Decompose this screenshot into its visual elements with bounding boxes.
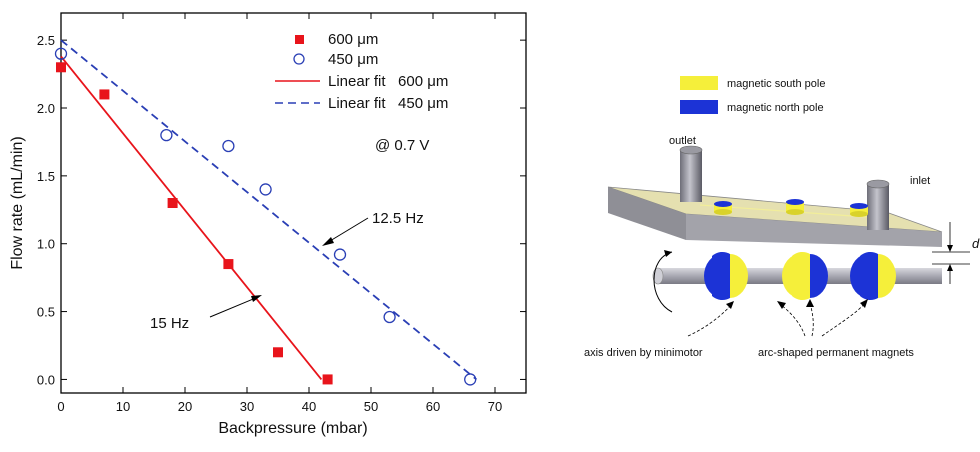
magnet-arrow-1-head [777, 301, 786, 309]
magnet-arrow-3 [821, 301, 867, 337]
outlet-tube [680, 150, 702, 202]
chart-svg: 0.0 0.5 1.0 1.5 2.0 2.5 0 10 20 30 40 50 60 70 600 μ… [9, 12, 527, 437]
fit-line-1 [60, 39, 477, 381]
flow-rate-chart: 0.0 0.5 1.0 1.5 2.0 2.5 0 10 20 30 40 50 60 70 600 μ… [9, 12, 527, 437]
rotation-arrow-head [664, 250, 672, 257]
outlet-tube-top [679, 145, 703, 155]
plate-magnet-1 [714, 201, 732, 215]
voltage-annotation: @ 0.7 V [375, 137, 429, 154]
x-tick-label: 30 [240, 399, 254, 414]
point-600um [99, 89, 110, 100]
south-pole-label: magnetic south pole [727, 78, 825, 90]
arrow-12-5hz-head [322, 237, 334, 246]
magnet-arrow-2 [809, 301, 814, 337]
outlet-label: outlet [669, 135, 696, 147]
y-tick-label: 2.5 [37, 33, 55, 48]
north-pole-label: magnetic north pole [727, 102, 824, 114]
point-600um [322, 374, 333, 385]
shaft-magnet-1 [704, 251, 748, 301]
legend-label-600: 600 μm [328, 31, 378, 48]
south-pole-swatch [680, 76, 718, 90]
north-pole-swatch [680, 100, 718, 114]
axis-caption-arrow-head [726, 301, 734, 309]
plot-frame [60, 12, 527, 394]
data-points [54, 47, 477, 386]
shaft-magnet-2 [782, 251, 828, 301]
legend-fit-label-600: Linear fit 600 μm [328, 73, 448, 90]
legend-marker-600 [295, 35, 304, 44]
point-600um [273, 347, 283, 358]
fit-line-0 [60, 55, 323, 380]
freq-label-15hz: 15 Hz [150, 315, 189, 332]
x-tick-label: 40 [302, 399, 316, 414]
point-450um [54, 47, 68, 60]
y-axis-label: Flow rate (mL/min) [9, 136, 26, 269]
fit-lines [60, 39, 477, 381]
arrow-15hz [209, 296, 259, 318]
shaft-magnet-3 [850, 251, 896, 301]
magnet-arrow-3-head [860, 299, 868, 308]
x-tick-label: 50 [364, 399, 378, 414]
point-450um [259, 183, 272, 196]
point-600um [56, 62, 66, 73]
inlet-label: inlet [910, 175, 930, 187]
gap-arrow-1-head [947, 245, 953, 252]
x-axis-label: Backpressure (mbar) [218, 420, 367, 437]
y-ticks: 0.0 0.5 1.0 1.5 2.0 2.5 [37, 33, 526, 387]
motor-shaft-end [652, 267, 664, 285]
legend: 600 μm 450 μm Linear fit 600 μm Linear f… [275, 31, 448, 112]
y-tick-label: 2.0 [37, 101, 55, 116]
y-tick-label: 0.5 [37, 305, 55, 320]
legend-marker-450 [293, 53, 305, 65]
x-tick-label: 10 [116, 399, 130, 414]
chip-plate-front [608, 187, 686, 240]
y-tick-label: 1.0 [37, 237, 55, 252]
inlet-tube-top [866, 179, 890, 189]
plate-magnet-2 [786, 199, 804, 215]
inlet-tube [867, 184, 889, 230]
gap-label: d [972, 236, 980, 251]
x-tick-label: 20 [178, 399, 192, 414]
point-450um [383, 310, 396, 324]
legend-label-450: 450 μm [328, 51, 378, 68]
x-ticks: 0 10 20 30 40 50 60 70 [57, 13, 502, 414]
legend-fit-label-450: Linear fit 450 μm [328, 95, 448, 112]
axis-caption: axis driven by minimotor [584, 347, 703, 359]
point-450um [333, 248, 347, 261]
gap-arrow-2-head [947, 264, 953, 271]
x-tick-label: 70 [488, 399, 502, 414]
arrow-15hz-head [251, 295, 262, 302]
magnet-arrow-2-head [806, 299, 814, 307]
point-600um [223, 259, 234, 270]
freq-label-12-5hz: 12.5 Hz [372, 210, 424, 227]
y-tick-label: 0.0 [37, 372, 55, 387]
y-tick-label: 1.5 [37, 169, 55, 184]
axis-caption-arrow [687, 303, 733, 337]
x-tick-label: 0 [57, 399, 64, 414]
plate-magnet-3 [850, 203, 868, 217]
point-450um [222, 139, 235, 153]
point-600um [167, 198, 178, 208]
magnet-arrow-1 [779, 303, 806, 337]
point-450um [160, 128, 173, 142]
point-450um [464, 373, 477, 386]
pump-diagram: magnetic south pole magnetic north pole … [560, 0, 980, 447]
diagram-svg: magnetic south pole magnetic north pole … [584, 76, 980, 359]
x-tick-label: 60 [426, 399, 440, 414]
chip-plate-side [686, 214, 942, 247]
magnets-caption: arc-shaped permanent magnets [758, 347, 914, 359]
